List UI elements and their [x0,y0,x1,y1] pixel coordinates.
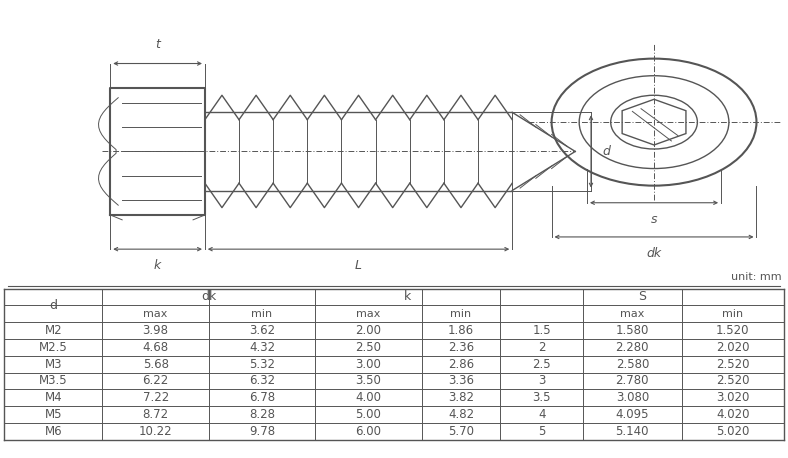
Text: 5: 5 [538,425,545,438]
Text: 3.82: 3.82 [448,391,474,404]
Text: s: s [651,213,657,225]
Text: 2.36: 2.36 [448,341,474,354]
Text: 5.020: 5.020 [716,425,749,438]
Text: k: k [404,290,411,304]
Text: 4.68: 4.68 [143,341,169,354]
Text: 3.020: 3.020 [716,391,749,404]
Text: 3.50: 3.50 [355,374,381,387]
Text: 3.36: 3.36 [448,374,474,387]
Text: 3.98: 3.98 [143,324,169,337]
Text: max: max [620,309,645,319]
Text: 3.5: 3.5 [533,391,551,404]
Text: M2.5: M2.5 [39,341,68,354]
Text: 6.00: 6.00 [355,425,381,438]
Text: 2: 2 [538,341,545,354]
Text: S: S [638,290,646,304]
Text: 6.22: 6.22 [143,374,169,387]
Text: 4: 4 [538,408,545,421]
Text: 5.32: 5.32 [249,358,275,371]
Text: 5.70: 5.70 [448,425,474,438]
Text: min: min [251,309,273,319]
Text: 3.62: 3.62 [249,324,275,337]
Text: L: L [355,259,362,272]
Text: M5: M5 [44,408,62,421]
Text: d: d [49,299,58,312]
Text: 4.095: 4.095 [615,408,649,421]
Text: M6: M6 [44,425,62,438]
Text: 1.86: 1.86 [448,324,474,337]
Text: 2.50: 2.50 [355,341,381,354]
Text: 9.78: 9.78 [249,425,275,438]
Text: M4: M4 [44,391,62,404]
Text: 5.68: 5.68 [143,358,169,371]
Text: max: max [356,309,381,319]
Text: 4.020: 4.020 [716,408,749,421]
Text: 2.580: 2.580 [615,358,649,371]
Text: dk: dk [646,247,662,260]
Text: k: k [154,259,162,272]
Text: 5.140: 5.140 [615,425,649,438]
Text: 8.72: 8.72 [143,408,169,421]
Text: t: t [155,38,160,51]
Text: 2.86: 2.86 [448,358,474,371]
Text: 4.82: 4.82 [448,408,474,421]
Text: M3: M3 [44,358,62,371]
Text: min: min [451,309,471,319]
Text: 1.580: 1.580 [615,324,649,337]
Text: 7.22: 7.22 [143,391,169,404]
Text: 4.00: 4.00 [355,391,381,404]
Text: 2.780: 2.780 [615,374,649,387]
Text: 2.520: 2.520 [716,358,749,371]
Text: 6.78: 6.78 [249,391,275,404]
Text: 2.00: 2.00 [355,324,381,337]
Text: 2.020: 2.020 [716,341,749,354]
Text: 2.5: 2.5 [533,358,551,371]
Text: unit: mm: unit: mm [731,272,782,282]
Text: 5.00: 5.00 [355,408,381,421]
Text: M3.5: M3.5 [39,374,68,387]
Text: 2.520: 2.520 [716,374,749,387]
Text: 3: 3 [538,374,545,387]
Text: d: d [603,145,611,158]
Text: 1.520: 1.520 [716,324,749,337]
Text: max: max [143,309,168,319]
Text: 1.5: 1.5 [533,324,551,337]
Text: 3.00: 3.00 [355,358,381,371]
Text: 6.32: 6.32 [249,374,275,387]
Text: 3.080: 3.080 [615,391,649,404]
Text: 2.280: 2.280 [615,341,649,354]
Text: M2: M2 [44,324,62,337]
Text: dk: dk [201,290,217,304]
Text: 10.22: 10.22 [139,425,173,438]
Text: 8.28: 8.28 [249,408,275,421]
Text: min: min [723,309,743,319]
Text: 4.32: 4.32 [249,341,275,354]
